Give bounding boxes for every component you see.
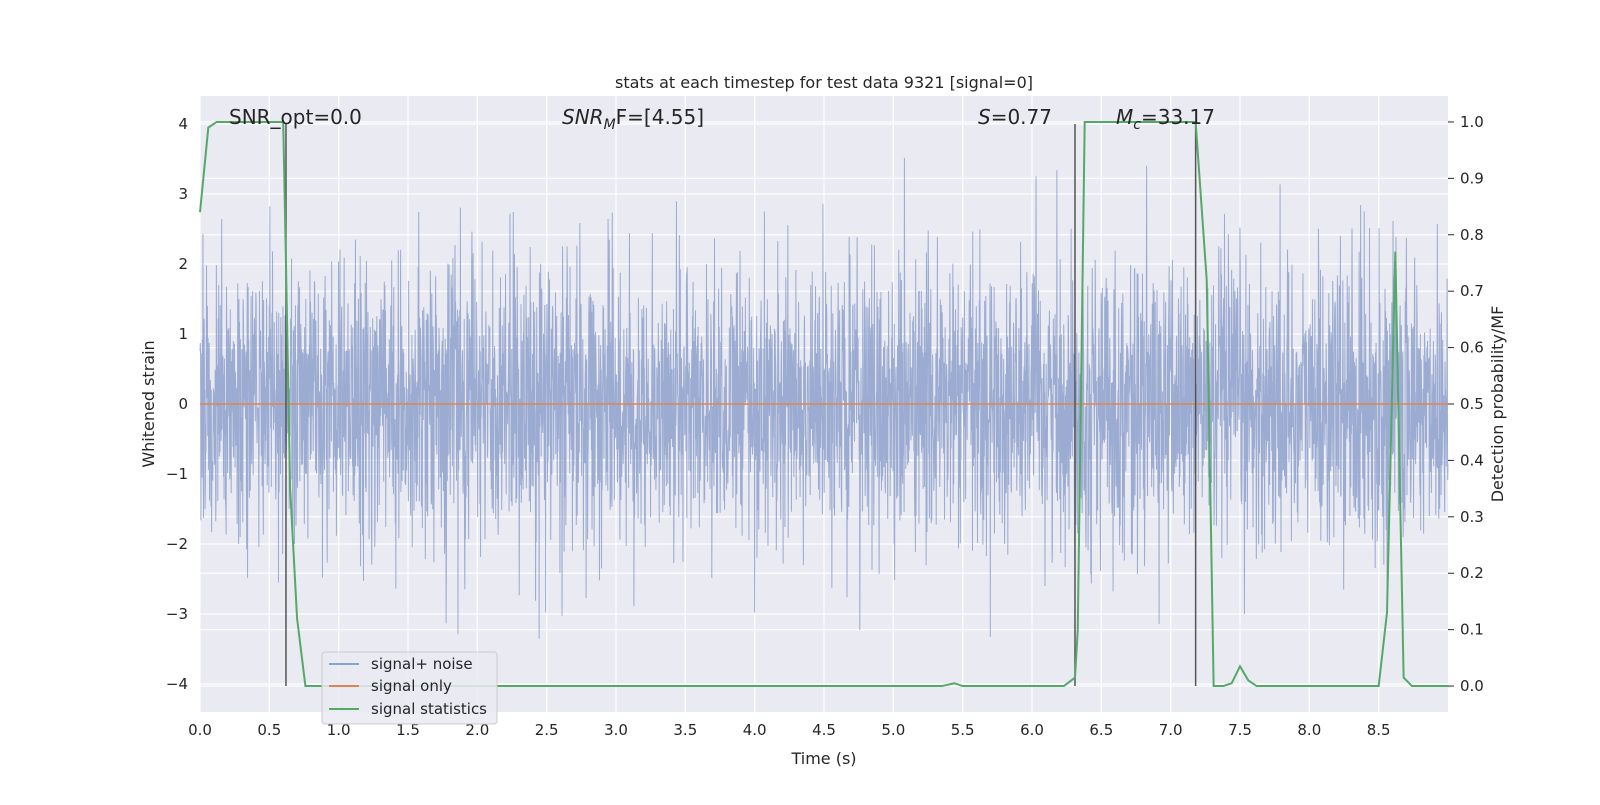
y2-tick-label: 0.7 [1460, 282, 1484, 300]
y2-tick-label: 0.9 [1460, 169, 1484, 187]
legend: signal+ noise signal only signal statist… [321, 651, 498, 725]
y2-tick-label: 0.2 [1460, 564, 1484, 582]
annotation-s: S=0.77 [978, 105, 1052, 129]
annotation-snr-mf: SNRMF=[4.55] [562, 105, 704, 133]
mc-sub: c [1133, 117, 1141, 133]
y2-tick-label: 0.1 [1460, 621, 1484, 639]
y-tick-label: 2 [178, 255, 188, 273]
s-main: S [978, 105, 991, 129]
y2-tick-label: 0.0 [1460, 677, 1484, 695]
snr-mf-main: SNR [562, 105, 604, 129]
mc-tail: =33.17 [1141, 105, 1215, 129]
mc-main: M [1116, 105, 1133, 129]
x-tick-label: 5.5 [951, 721, 975, 739]
signal-statistics-line [199, 120, 1448, 688]
x-tick-labels: 0.0 0.5 1.0 1.5 2.0 2.5 3.0 3.5 4.0 4.5 5.0 5.5 6.0 6… [188, 721, 1391, 739]
x-tick-label: 8.5 [1367, 721, 1391, 739]
chart-title: stats at each timestep for test data 932… [615, 73, 1033, 92]
s-tail: =0.77 [991, 105, 1052, 129]
noise-line [199, 157, 1449, 639]
y-tick-label: 4 [178, 115, 188, 133]
y2-tick-label: 0.6 [1460, 339, 1484, 357]
signal-statistics-series [199, 120, 1448, 688]
legend-label-stats: signal statistics [371, 700, 487, 718]
y2-tick-label: 0.3 [1460, 508, 1484, 526]
y-tick-label: 3 [178, 185, 188, 203]
y-tick-label: −1 [166, 465, 188, 483]
y-tick-label: −3 [166, 605, 188, 623]
x-tick-label: 1.0 [327, 721, 351, 739]
x-tick-label: 0.0 [188, 721, 212, 739]
x-tick-label: 1.5 [396, 721, 420, 739]
snr-mf-tail: F=[4.55] [616, 105, 704, 129]
annotation-snr-opt: SNR_opt=0.0 [229, 105, 362, 129]
x-tick-label: 4.0 [743, 721, 767, 739]
x-tick-label: 6.5 [1089, 721, 1113, 739]
x-tick-label: 7.5 [1228, 721, 1252, 739]
x-tick-label: 3.5 [673, 721, 697, 739]
annotation-mc: Mc=33.17 [1116, 105, 1215, 133]
x-tick-label: 4.5 [812, 721, 836, 739]
y-tick-label: 0 [178, 395, 188, 413]
y-tick-label: 1 [178, 325, 188, 343]
x-tick-label: 2.0 [465, 721, 489, 739]
legend-label-signal: signal only [371, 677, 452, 695]
legend-label-noise: signal+ noise [371, 655, 473, 673]
x-tick-label: 6.0 [1020, 721, 1044, 739]
x-tick-label: 2.5 [535, 721, 559, 739]
y2-tick-label: 0.5 [1460, 395, 1484, 413]
y2-tick-label: 0.4 [1460, 451, 1484, 469]
snr-mf-sub: M [604, 117, 616, 133]
x-tick-label: 7.0 [1159, 721, 1183, 739]
y-tick-label: −2 [166, 535, 188, 553]
y-axis-label: Whitened strain [139, 340, 158, 467]
legend-box [321, 651, 498, 725]
y2-tick-label: 0.8 [1460, 226, 1484, 244]
y-tick-label: −4 [166, 675, 188, 693]
y2-tick-labels: 0.0 0.1 0.2 0.3 0.4 0.5 0.6 0.7 0.8 0.9 1.0 [1448, 113, 1484, 695]
x-axis-label: Time (s) [790, 749, 856, 768]
x-tick-label: 8.0 [1297, 721, 1321, 739]
x-tick-label: 0.5 [257, 721, 281, 739]
x-tick-label: 5.0 [881, 721, 905, 739]
noise-series [199, 157, 1449, 639]
y-tick-labels: −4 −3 −2 −1 0 1 2 3 4 [166, 115, 188, 693]
y2-tick-label: 1.0 [1460, 113, 1484, 131]
y2-axis-label: Detection probability/MF [1488, 306, 1507, 503]
x-tick-label: 3.0 [604, 721, 628, 739]
